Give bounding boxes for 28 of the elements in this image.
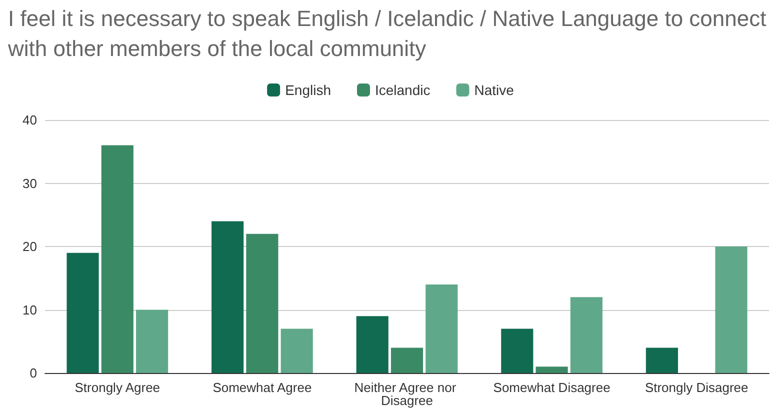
bar [536, 366, 568, 373]
y-tick-label: 20 [22, 239, 37, 254]
y-tick-label: 40 [22, 112, 37, 128]
bar [246, 234, 278, 373]
y-tick-label: 0 [30, 366, 37, 380]
bar [426, 284, 458, 373]
chart-title: I feel it is necessary to speak English / Icelandic / Native Language to connect with other members of the local community [8, 5, 768, 63]
bar [646, 348, 678, 373]
bar [501, 328, 534, 373]
x-tick-label: Strongly Agree [74, 380, 160, 395]
bar [136, 310, 168, 373]
bar [356, 316, 388, 373]
x-tick-label: Neither Agree nor Disagree [354, 380, 460, 408]
bar [101, 145, 134, 373]
bar [66, 252, 99, 373]
x-tick-label: Somewhat Disagree [493, 380, 610, 395]
bar [212, 221, 244, 373]
bar [390, 348, 424, 373]
y-tick-label: 30 [22, 176, 37, 191]
bar [570, 297, 602, 373]
legend-label: Icelandic [374, 82, 430, 98]
bar [280, 328, 313, 373]
legend-label: Native [474, 82, 514, 98]
y-tick-label: 10 [22, 302, 37, 318]
x-tick-label: Strongly Disagree [644, 380, 748, 395]
bar [715, 246, 748, 373]
x-tick-label: Somewhat Agree [212, 380, 312, 395]
legend-label: English [285, 82, 331, 98]
